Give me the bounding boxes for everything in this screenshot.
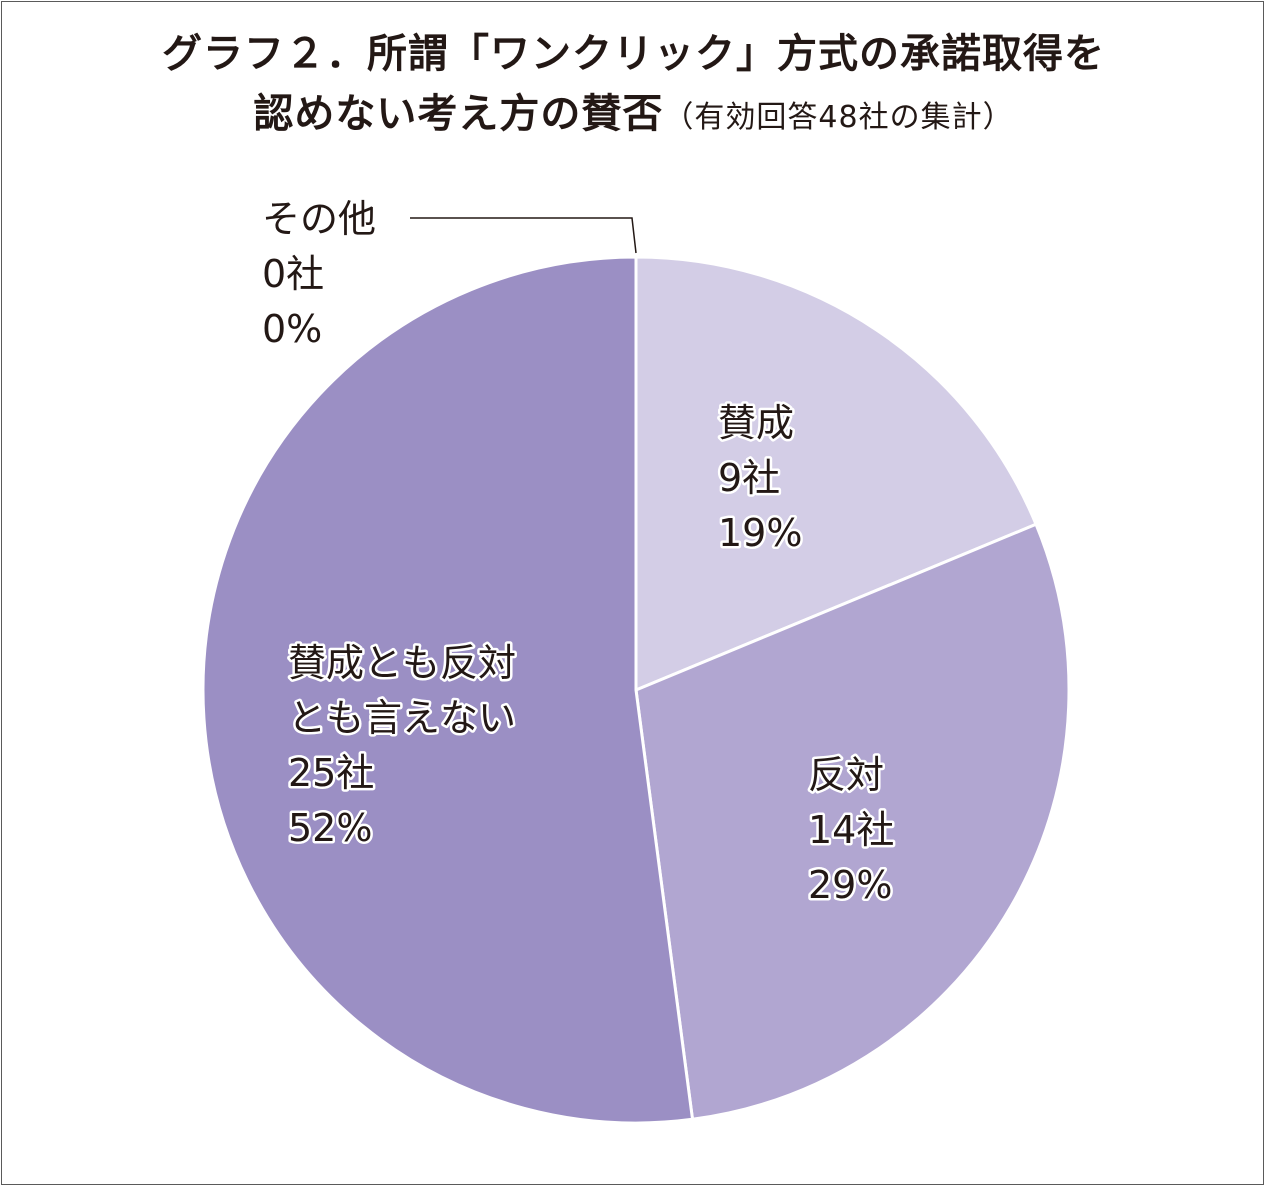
chart-subtitle: （有効回答48社の集計） [663,100,1014,135]
slice-2-count-label: 14社 [808,808,894,852]
slice-2-percent-label: 29% [808,863,892,907]
slice-1-count-label: 9社 [718,456,780,500]
chart-title-second-line: 認めない考え方の賛否（有効回答48社の集計） [0,88,1267,144]
chart-title-text-2: 認めない考え方の賛否 [253,91,664,137]
slice-0-percent-label: 0% [262,307,322,351]
chart-title-text: グラフ２．所謂「ワンクリック」方式の承諾取得を [162,31,1105,77]
slice-3-name-line-2-label: とも言えない [288,696,516,740]
slice-3-percent-label: 52% [288,806,372,850]
slice-0-label-group: その他 0社 0% [262,197,637,351]
slice-0-name-label: その他 [262,197,376,241]
slice-3-name-line-1-label: 賛成とも反対 [288,641,516,685]
slice-1-name-line-1-label: 賛成 [718,401,794,445]
slice-1-wedge [634,255,1038,692]
chart-title: グラフ２．所謂「ワンクリック」方式の承諾取得を [0,28,1267,80]
slice-3-wedge [201,255,695,1125]
slice-1-label-group: 賛成 9社 19% [716,399,805,558]
slice-2-label-group: 反対 14社 29% [806,751,897,910]
slice-0-leader-line [410,217,637,254]
slice-2-wedge [634,522,1071,1121]
slice-0-count-label: 0社 [262,252,324,296]
slice-1-percent-label: 19% [718,511,802,555]
slice-2-name-line-1-label: 反対 [808,753,884,797]
slice-3-count-label: 25社 [288,751,374,795]
